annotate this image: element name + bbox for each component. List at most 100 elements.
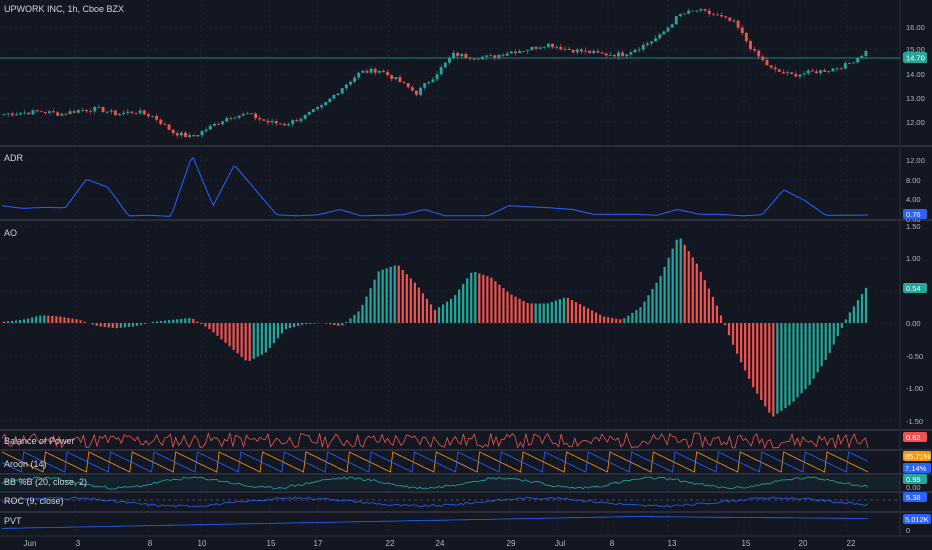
roc-pane[interactable]: ROC (9, close) 5.38 [0, 492, 927, 508]
candle-body [806, 70, 810, 74]
x-tick-label: 15 [742, 539, 751, 548]
bbb-pane-title: BB %B (20, close, 2) [4, 477, 87, 487]
candle-body [10, 113, 14, 116]
x-tick-label: Jun [24, 539, 37, 548]
pvt-last-badge [903, 514, 931, 524]
candle-body [31, 110, 35, 115]
candle-body [497, 54, 501, 58]
candle-body [431, 79, 435, 83]
candle-body [765, 60, 769, 66]
candle-body [171, 129, 175, 134]
candle-body [184, 132, 187, 137]
aroon-up-value: 85.71% [905, 452, 931, 461]
candle-body [744, 32, 748, 42]
candle-body [703, 9, 707, 11]
candle-body [229, 118, 233, 119]
bop-last-badge [903, 432, 927, 442]
x-tick-label: 8 [148, 539, 153, 548]
candle-body [373, 68, 377, 73]
candle-body [501, 54, 505, 56]
candle-body [266, 120, 270, 123]
pvt-line [1, 515, 868, 529]
adr-last-value: 0.76 [906, 210, 921, 219]
candle-body [666, 27, 670, 32]
candle-body [101, 106, 105, 113]
candle-body [23, 112, 27, 114]
candle-body [588, 50, 592, 54]
roc-line [1, 496, 869, 508]
candle-body [43, 111, 47, 113]
candle-body [670, 24, 674, 28]
axis-tick-label: 14.00 [906, 70, 925, 79]
candle-body [790, 72, 794, 74]
adr-pane-title: ADR [4, 153, 24, 163]
adr-pane[interactable]: ADR 12.00 8.00 4.00 0.00 0.76 [1, 153, 927, 224]
candle-body [423, 83, 427, 88]
candle-body [398, 77, 402, 83]
axis-tick-label: 1.50 [906, 222, 921, 231]
candle-body [283, 124, 286, 126]
x-tick-label: 15 [267, 539, 276, 548]
candle-body [221, 121, 225, 125]
candle-body [72, 111, 76, 113]
candle-body [687, 10, 691, 14]
candle-body [460, 53, 464, 57]
x-tick-label: 29 [507, 539, 516, 548]
candle-body [456, 52, 460, 57]
candle-body [856, 57, 860, 63]
bop-pane-title: Balance of Power [4, 436, 75, 446]
candle-body [716, 14, 719, 16]
candle-body [361, 71, 365, 73]
candle-body [505, 53, 509, 56]
candle-body [126, 111, 130, 113]
candle-body [579, 49, 583, 52]
candle-body [175, 133, 179, 136]
candle-body [336, 93, 340, 95]
candle-body [344, 84, 348, 89]
candle-body [612, 54, 616, 57]
candle-body [691, 10, 695, 12]
candle-body [233, 117, 237, 119]
candle-body [509, 51, 513, 54]
candle-body [307, 111, 311, 115]
ao-pane[interactable]: AO 1.50 1.00 0.00 -0.50 -1.00 -1.50 0.54 [2, 222, 927, 426]
candle-body [113, 110, 117, 116]
candle-body [340, 88, 344, 94]
candle-body [674, 16, 678, 25]
candle-body [167, 124, 171, 130]
price-pane[interactable]: UPWORK INC, 1h, Cboe BZX 16.00 15.00 14.00… [0, 4, 927, 139]
candle-body [592, 50, 596, 54]
axis-tick-label: 13.00 [906, 94, 925, 103]
bbb-band [0, 476, 900, 490]
candle-body [773, 67, 777, 70]
candle-body [287, 124, 291, 126]
candle-body [402, 82, 406, 84]
bop-pane[interactable]: Balance of Power 0.62 [1, 431, 927, 449]
candle-body [538, 47, 542, 49]
pvt-pane-title: PVT [4, 516, 22, 526]
axis-tick-label: 8.00 [906, 176, 921, 185]
aroon-pane[interactable]: Aroon (14) 85.71% 7.14% [1, 451, 931, 473]
candle-body [414, 90, 418, 95]
candle-body [798, 74, 802, 77]
candle-body [217, 123, 220, 125]
pvt-pane[interactable]: PVT 5.012K 0 [1, 514, 931, 535]
x-tick-label: 3 [76, 539, 81, 548]
candle-body [600, 52, 604, 54]
bbb-tick: 0.00 [906, 483, 921, 492]
axis-tick-label: 12.00 [906, 156, 925, 165]
candle-body [291, 120, 295, 125]
axis-tick-label: 0.00 [906, 319, 921, 328]
x-axis: Jun 3 8 10 15 17 22 24 29 Jul 8 13 15 20 22 [24, 539, 856, 548]
candle-body [47, 111, 51, 113]
candle-body [695, 10, 699, 12]
candle-body [786, 72, 790, 74]
adr-line [1, 156, 868, 217]
x-tick-label: 20 [799, 539, 808, 548]
candle-body [749, 41, 752, 50]
bbb-pane[interactable]: BB %B (20, close, 2) 0.95 0.00 [0, 474, 927, 492]
candle-body [683, 13, 686, 15]
candle-body [324, 102, 328, 106]
candle-body [522, 51, 526, 52]
